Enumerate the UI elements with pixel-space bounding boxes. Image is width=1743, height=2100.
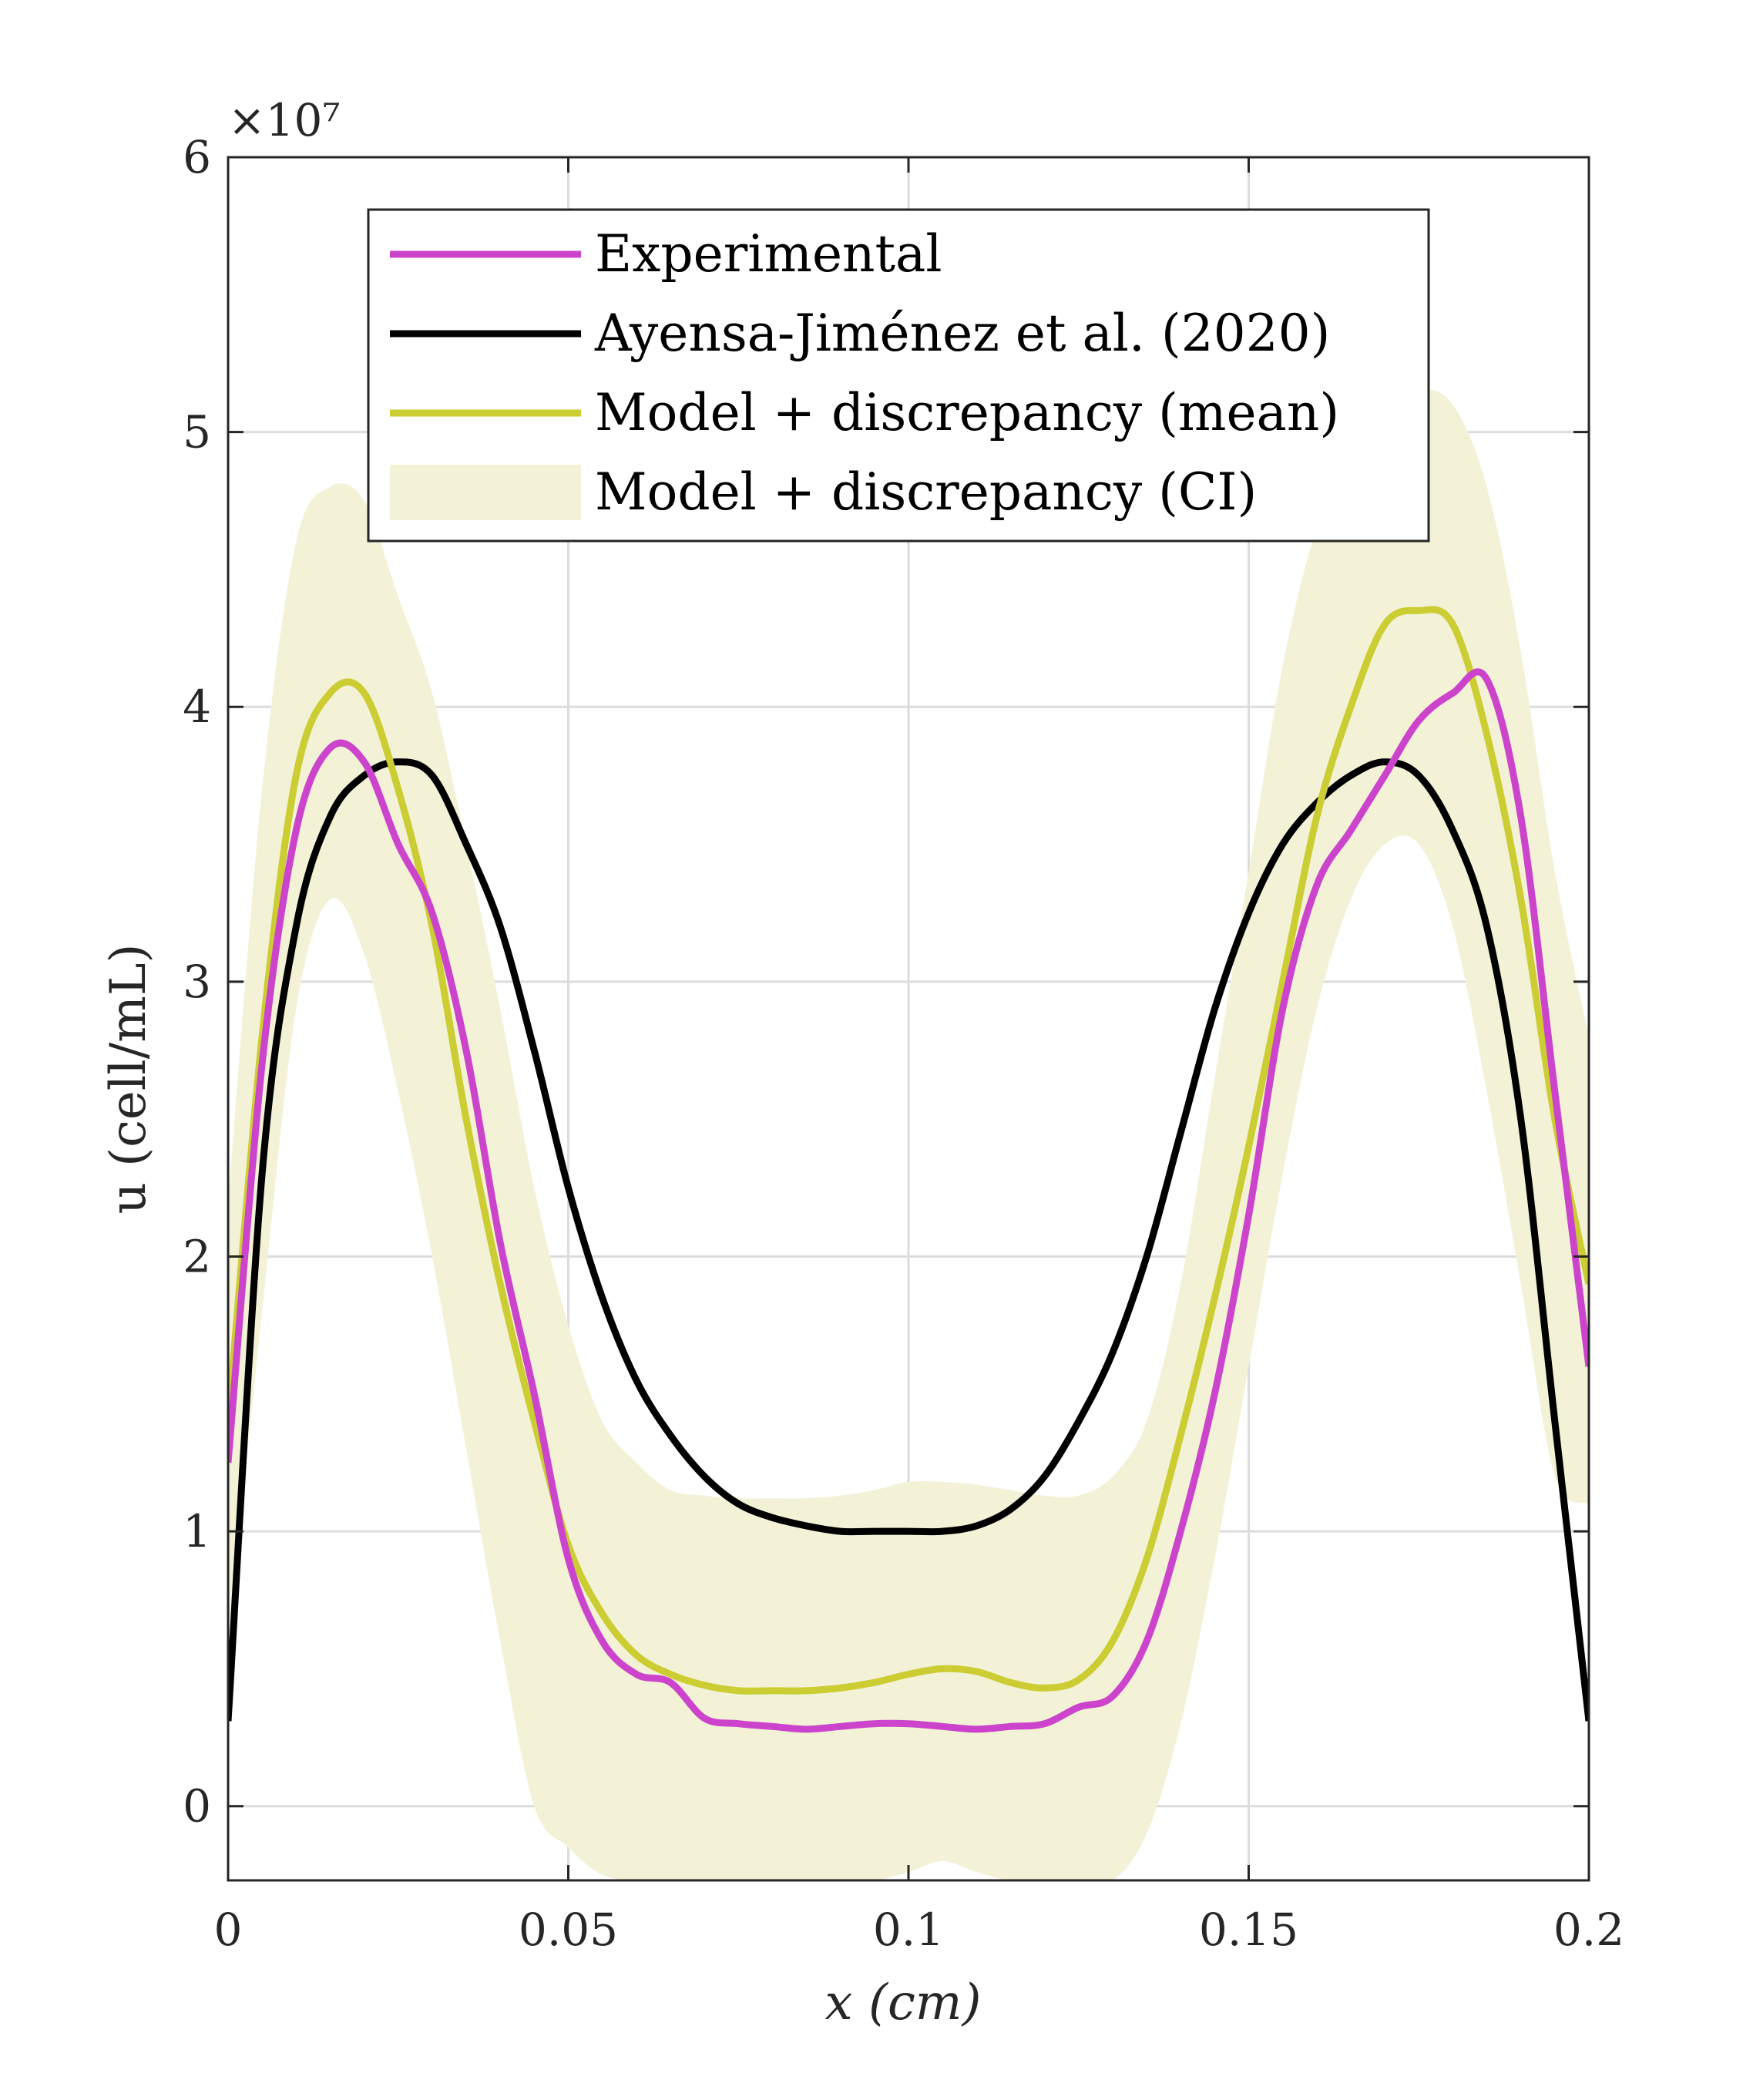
y-exponent-label: ×10⁷ xyxy=(228,94,341,146)
x-axis-label: x (cm) xyxy=(825,1974,982,2031)
legend: Experimental Ayensa-Jiménez et al. (2020)… xyxy=(367,208,1430,543)
y-tick-label: 3 xyxy=(183,956,211,1008)
ticks: 0 0.05 0.1 0.15 0.2 0 1 2 3 4 5 6 xyxy=(183,131,1624,1956)
plot-area xyxy=(228,389,1589,1880)
legend-entry-label: Model + discrepancy (mean) xyxy=(595,383,1339,442)
y-tick-label: 6 xyxy=(183,131,211,183)
y-tick-label: 5 xyxy=(183,406,211,459)
y-tick-label: 4 xyxy=(183,680,211,733)
ci-band xyxy=(228,389,1589,1880)
legend-entry-label: Model + discrepancy (CI) xyxy=(595,462,1257,522)
y-tick-label: 1 xyxy=(183,1505,211,1557)
legend-entry-label: Ayensa-Jiménez et al. (2020) xyxy=(594,304,1330,363)
x-tick-label: 0.2 xyxy=(1553,1903,1624,1956)
legend-entry-label: Experimental xyxy=(595,224,942,284)
y-tick-label: 2 xyxy=(183,1230,211,1282)
model-mean-line xyxy=(228,606,1589,1695)
ayensa-line xyxy=(228,758,1589,1722)
y-tick-label: 0 xyxy=(183,1780,211,1833)
legend-swatch-ci xyxy=(390,465,581,520)
x-tick-label: 0.05 xyxy=(519,1903,618,1956)
x-tick-label: 0.15 xyxy=(1199,1903,1298,1956)
series-layer xyxy=(228,389,1589,1880)
y-axis-label: u (cell/mL) xyxy=(100,944,157,1215)
x-tick-label: 0.1 xyxy=(873,1903,944,1956)
experimental-line xyxy=(228,668,1589,1733)
x-tick-label: 0 xyxy=(214,1903,243,1956)
